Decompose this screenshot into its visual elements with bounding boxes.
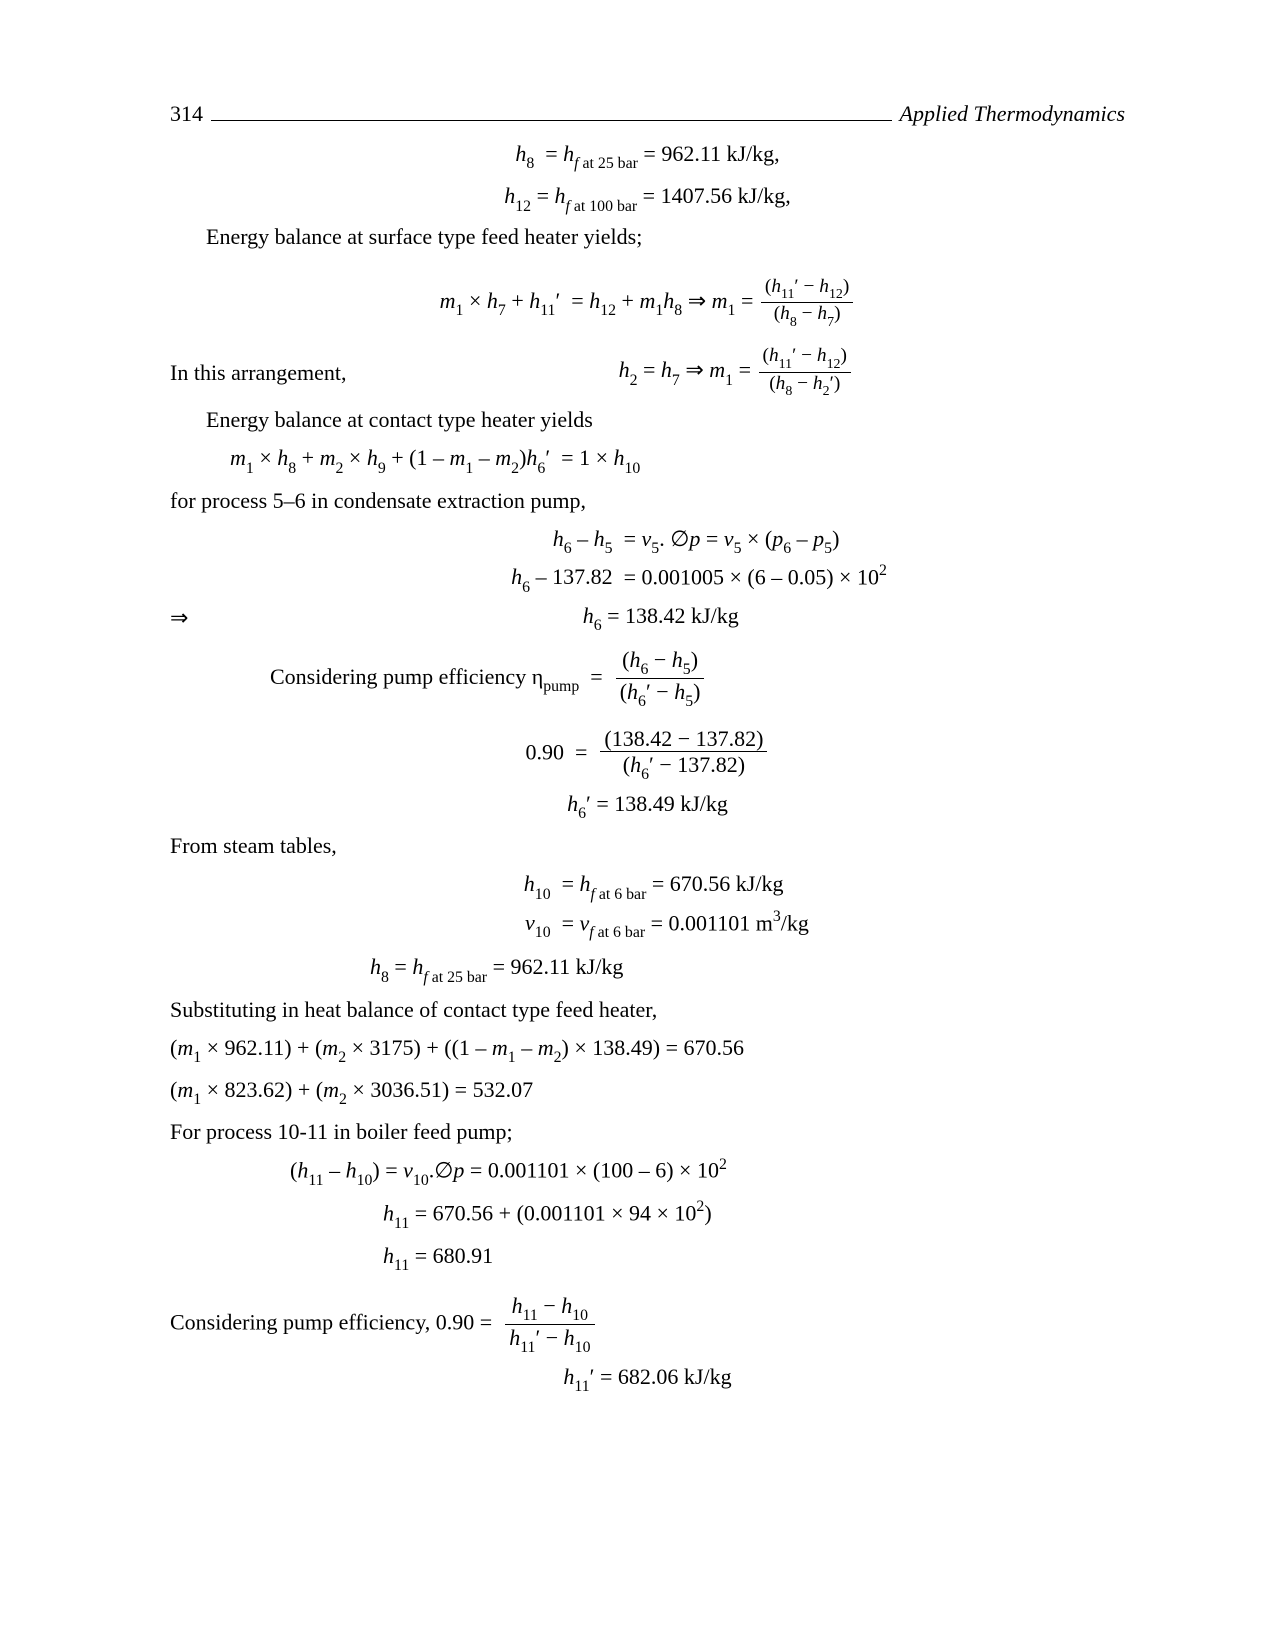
eq-1011-c: h11 = 680.91 bbox=[383, 1240, 1125, 1276]
eq-090-den-r: − 137.82) bbox=[654, 752, 745, 777]
page-header: 314 Applied Thermodynamics bbox=[170, 98, 1125, 130]
eq-sub1c: ) × 138.49) = 670.56 bbox=[562, 1035, 744, 1060]
eq-h6block: h6 – h5 = v5. ∅p = v5 × (p6 – p5) h6 – 1… bbox=[170, 521, 1125, 600]
eq-090-l: 0.90 bbox=[526, 740, 565, 765]
eq-h6p: h6′ = 138.49 kJ/kg bbox=[170, 788, 1125, 824]
dot: . bbox=[659, 526, 665, 551]
eq-sub1a: × 962.11) + ( bbox=[207, 1035, 323, 1060]
pump-eff-sub: pump bbox=[543, 678, 579, 695]
eq-090-num: (138.42 − 137.82) bbox=[600, 727, 767, 752]
eq-m1: m1 × h7 + h11′ = h12 + m1h8 ⇒ m1 = (h11′… bbox=[170, 277, 1125, 329]
eq-h8-line2: h8 = hf at 25 bar = 962.11 kJ/kg bbox=[370, 951, 1125, 987]
eq-sub2: (m1 × 823.62) + (m2 × 3036.51) = 532.07 bbox=[170, 1074, 1125, 1110]
eq-sub2a: × 823.62) + ( bbox=[207, 1077, 323, 1102]
eq-h11p: h11′ = 682.06 kJ/kg bbox=[170, 1361, 1125, 1397]
eq-090: 0.90 = (138.42 − 137.82) (h6′ − 137.82) bbox=[170, 727, 1125, 782]
eq-sub1b: × 3175) + ((1 – bbox=[352, 1035, 492, 1060]
h10-val: = 670.56 kJ/kg bbox=[652, 871, 784, 896]
eq-h8: h8 = hf at 25 bar = 962.11 kJ/kg, bbox=[170, 138, 1125, 174]
pump-eff-lead: Considering pump efficiency η bbox=[270, 664, 543, 689]
eq-1011-b-val: = 670.56 + (0.001101 × 94 × 10 bbox=[415, 1200, 697, 1225]
eq-h6-2-r: = 0.001005 × (6 – 0.05) × 10 bbox=[624, 564, 879, 589]
eq-h12: h12 = hf at 100 bar = 1407.56 kJ/kg, bbox=[170, 180, 1125, 216]
p-inthis: In this arrangement, bbox=[170, 357, 347, 389]
eq-1011-a: (h11 – h10) = v10.∅p = 0.001101 × (100 –… bbox=[290, 1154, 1125, 1191]
p-sub-heat: Substituting in heat balance of contact … bbox=[170, 994, 1125, 1026]
eq-pump-eff2: Considering pump efficiency, 0.90 = h11 … bbox=[170, 1294, 1125, 1355]
eq-h12-val: = 1407.56 kJ/kg, bbox=[643, 183, 791, 208]
eq-h8-val: = 962.11 kJ/kg, bbox=[643, 141, 779, 166]
eq-1011-b: h11 = 670.56 + (0.001101 × 94 × 102) bbox=[383, 1197, 1125, 1234]
eq-contact-balance: m1 × h8 + m2 × h9 + (1 – m1 – m2)h6′ = 1… bbox=[230, 442, 1125, 478]
eq-sub1: (m1 × 962.11) + (m2 × 3175) + ((1 – m1 –… bbox=[170, 1032, 1125, 1068]
eq-pump-eff: Considering pump efficiency ηpump = (h6 … bbox=[270, 648, 1125, 709]
pump-eff2-txt: Considering pump efficiency, 0.90 = bbox=[170, 1310, 492, 1335]
eq-steam-block: h10 = hf at 6 bar = 670.56 kJ/kg v10 = v… bbox=[170, 866, 1125, 945]
p-process-56: for process 5–6 in condensate extraction… bbox=[170, 485, 1125, 517]
v10-val: = 0.001101 m bbox=[651, 910, 773, 935]
page-number: 314 bbox=[170, 98, 203, 130]
p-energy-surface: Energy balance at surface type feed heat… bbox=[170, 221, 1125, 253]
page: 314 Applied Thermodynamics h8 = hf at 25… bbox=[0, 0, 1275, 1651]
p-energy-contact: Energy balance at contact type heater yi… bbox=[170, 404, 1125, 436]
p-from-steam: From steam tables, bbox=[170, 830, 1125, 862]
eq-1011-c-val: = 680.91 bbox=[415, 1243, 493, 1268]
eq-h2h7: In this arrangement, h2 = h7 ⇒ m1 = (h11… bbox=[170, 346, 1125, 398]
eq-h6p-val: = 138.49 kJ/kg bbox=[596, 791, 728, 816]
eq-sub2b: × 3036.51) = 532.07 bbox=[352, 1077, 533, 1102]
p-process-1011: For process 10-11 in boiler feed pump; bbox=[170, 1116, 1125, 1148]
v10-unit: /kg bbox=[781, 910, 809, 935]
book-title: Applied Thermodynamics bbox=[900, 98, 1125, 130]
eq-h6-result-row: ⇒ h6 = 138.42 kJ/kg bbox=[170, 600, 1125, 636]
h8-line2-val: = 962.11 kJ/kg bbox=[493, 954, 624, 979]
eq-h6-3: = 138.42 kJ/kg bbox=[607, 603, 739, 628]
header-rule bbox=[211, 120, 892, 121]
eq-h11p-val: = 682.06 kJ/kg bbox=[600, 1364, 732, 1389]
eq-h6-2-l: – 137.82 bbox=[536, 564, 613, 589]
eq-1011-a-r: = 0.001101 × (100 – 6) × 10 bbox=[470, 1158, 719, 1183]
